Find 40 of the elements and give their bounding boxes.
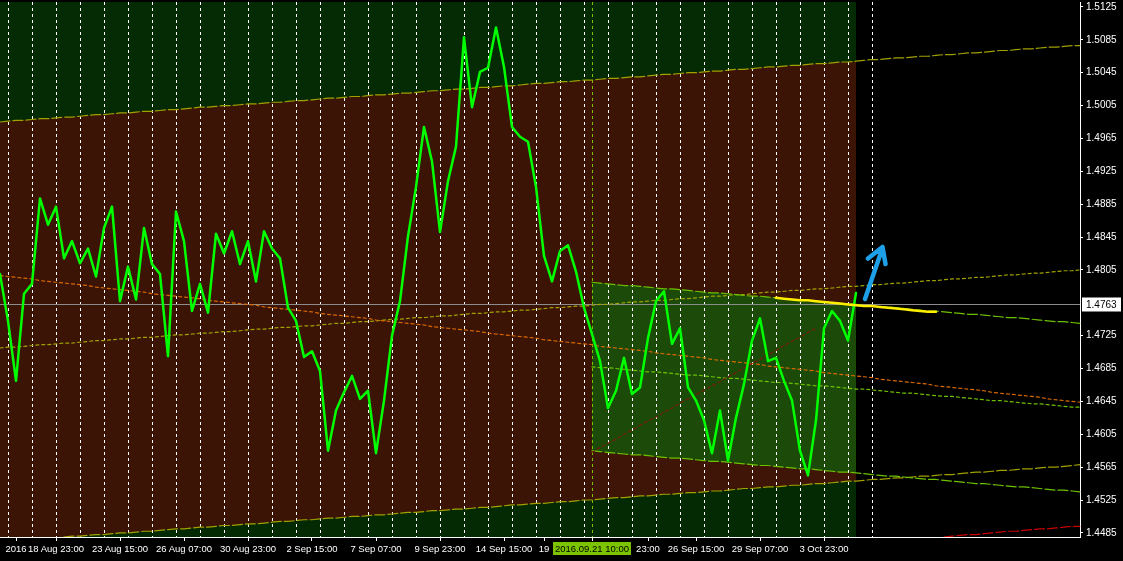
y-tick-label: 1.4645 <box>1086 395 1118 407</box>
y-tick-label: 1.4525 <box>1086 493 1118 505</box>
y-tick-label: 1.4685 <box>1086 362 1118 374</box>
line-series <box>63 464 1081 537</box>
x-tick-label: 2 Sep 15:00 <box>286 543 338 555</box>
line-series <box>0 275 1081 403</box>
y-tick-label: 1.5005 <box>1086 99 1118 111</box>
x-tick-label: 7 Sep 07:00 <box>350 543 402 555</box>
y-tick-label: 1.4925 <box>1086 165 1118 177</box>
line-series <box>0 44 1081 123</box>
line-series <box>943 525 1081 537</box>
line-series <box>591 366 1081 408</box>
line-series <box>591 327 817 453</box>
ref-line-label: 1.4763 <box>1086 298 1118 310</box>
x-tick-label: 14 Sep 15:00 <box>475 543 533 555</box>
x-tick-label: 29 Sep 07:00 <box>731 543 789 555</box>
x-tick-label: 3 Oct 23:00 <box>799 543 849 555</box>
line-series <box>591 450 1081 493</box>
y-tick-label: 1.4725 <box>1086 329 1118 341</box>
y-tick-label: 1.4845 <box>1086 230 1118 242</box>
y-tick-label: 1.5045 <box>1086 66 1118 78</box>
y-tick-label: 1.5085 <box>1086 33 1118 45</box>
x-tick-label: 2016.09.21 10:00 <box>555 543 629 555</box>
y-tick-label: 1.4805 <box>1086 263 1118 275</box>
y-tick-label: 1.5125 <box>1086 0 1118 12</box>
x-tick-label: 23 Aug 15:00 <box>92 543 148 555</box>
y-tick-label: 1.4605 <box>1086 428 1118 440</box>
x-tick-label: 2016 <box>5 543 27 555</box>
y-tick-label: 1.4965 <box>1086 132 1118 144</box>
x-tick-label: 26 Sep 15:00 <box>667 543 725 555</box>
y-tick-label: 1.4885 <box>1086 197 1118 209</box>
x-tick-label: 30 Aug 23:00 <box>220 543 276 555</box>
x-tick-label: 18 Aug 23:00 <box>28 543 84 555</box>
line-series <box>0 269 1081 349</box>
x-tick-label: 26 Aug 07:00 <box>156 543 212 555</box>
y-tick-label: 1.4565 <box>1086 460 1118 472</box>
x-tick-label: 19 <box>538 543 550 555</box>
x-tick-label: 23:00 <box>636 543 660 555</box>
x-tick-label: 9 Sep 23:00 <box>414 543 466 555</box>
y-tick-label: 1.4485 <box>1086 526 1118 538</box>
